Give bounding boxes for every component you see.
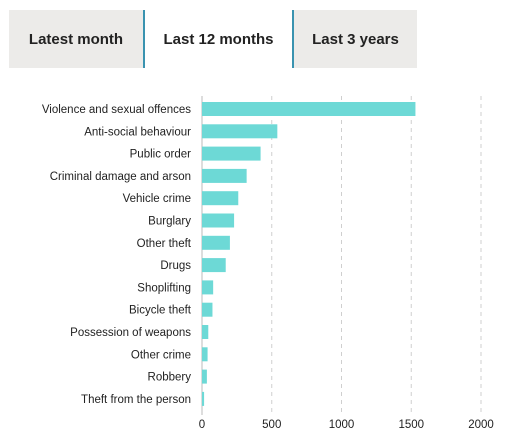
x-tick-label: 0 — [199, 419, 205, 431]
bar — [202, 235, 230, 250]
category-label: Possession of weapons — [70, 327, 191, 339]
bar — [202, 146, 261, 161]
tab-latest-month[interactable]: Latest month — [9, 10, 143, 68]
category-label: Criminal damage and arson — [50, 171, 191, 183]
category-label: Burglary — [148, 216, 191, 228]
tab-last-3-years[interactable]: Last 3 years — [294, 10, 417, 68]
category-label: Drugs — [160, 260, 191, 272]
bar — [202, 124, 278, 139]
bar — [202, 213, 235, 228]
crime-bar-chart: Violence and sexual offences Anti-social … — [42, 96, 494, 431]
bar — [202, 347, 208, 362]
bar — [202, 280, 214, 295]
category-label: Other crime — [131, 349, 191, 361]
category-label: Public order — [130, 149, 192, 161]
bar — [202, 168, 247, 183]
x-tick-label: 2000 — [468, 419, 494, 431]
category-label: Other theft — [137, 238, 192, 250]
category-label: Shoplifting — [137, 282, 191, 294]
bar — [202, 191, 239, 206]
time-range-tabs: Latest month Last 12 months Last 3 years — [9, 10, 417, 68]
category-label: Vehicle crime — [123, 193, 191, 205]
category-label: Theft from the person — [81, 394, 191, 406]
bar — [202, 325, 209, 339]
category-label: Bicycle theft — [129, 305, 192, 317]
bar — [202, 369, 207, 384]
bar — [202, 258, 226, 273]
category-label: Robbery — [148, 372, 192, 384]
tab-label: Latest month — [28, 30, 124, 48]
x-tick-label: 1500 — [398, 419, 424, 431]
tab-label: Last 3 years — [312, 30, 399, 48]
x-tick-label: 500 — [262, 419, 281, 431]
category-label: Anti-social behaviour — [84, 126, 191, 138]
tab-last-12-months[interactable]: Last 12 months — [143, 10, 294, 68]
category-label: Violence and sexual offences — [42, 104, 191, 116]
x-tick-label: 1000 — [329, 419, 355, 431]
tab-label: Last 12 months — [163, 30, 274, 48]
bar — [202, 391, 205, 406]
bar — [202, 302, 213, 317]
bar — [202, 102, 416, 116]
